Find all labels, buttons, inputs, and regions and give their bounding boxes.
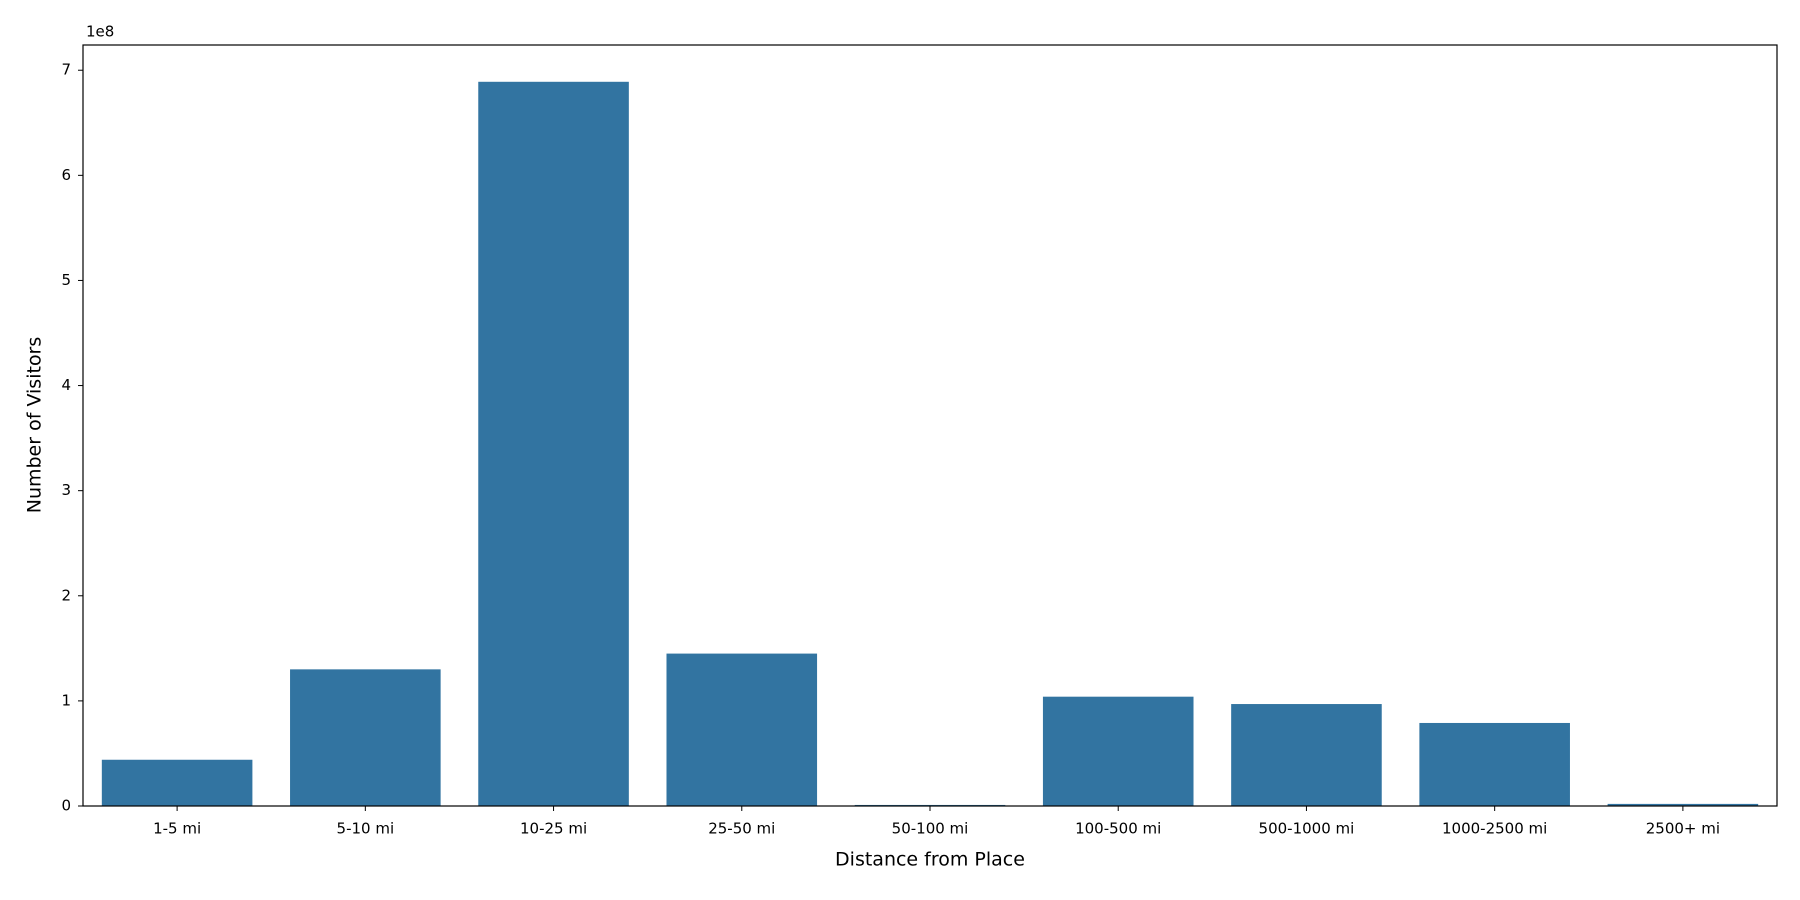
x-tick-label: 2500+ mi: [1646, 820, 1720, 838]
y-tick-label: 5: [61, 271, 71, 289]
x-tick-label: 10-25 mi: [520, 820, 587, 838]
plot-frame: [82, 44, 1778, 807]
x-tick-label: 1000-2500 mi: [1442, 820, 1547, 838]
bar: [666, 653, 818, 806]
y-tick-label: 6: [61, 166, 71, 184]
bar: [478, 81, 629, 806]
y-axis-title: Number of Visitors: [24, 337, 46, 514]
y-offset-label: 1e8: [86, 23, 114, 41]
x-tick-label: 1-5 mi: [153, 820, 201, 838]
bar: [1231, 704, 1382, 806]
bar: [1419, 722, 1570, 806]
bar: [101, 759, 253, 806]
y-tick-label: 4: [61, 376, 71, 394]
x-tick-label: 25-50 mi: [708, 820, 775, 838]
x-tick-label: 5-10 mi: [337, 820, 395, 838]
bar: [1042, 696, 1194, 806]
y-tick-label: 1: [61, 691, 71, 709]
x-tick-label: 500-1000 mi: [1259, 820, 1355, 838]
bar: [1607, 803, 1759, 806]
x-axis-title: Distance from Place: [835, 849, 1025, 871]
bar: [290, 669, 441, 806]
x-tick-label: 100-500 mi: [1075, 820, 1161, 838]
y-tick-label: 2: [61, 586, 71, 604]
y-tick-label: 0: [61, 797, 71, 815]
y-tick-label: 7: [61, 61, 71, 79]
y-tick-label: 3: [61, 481, 71, 499]
x-tick-label: 50-100 mi: [892, 820, 969, 838]
